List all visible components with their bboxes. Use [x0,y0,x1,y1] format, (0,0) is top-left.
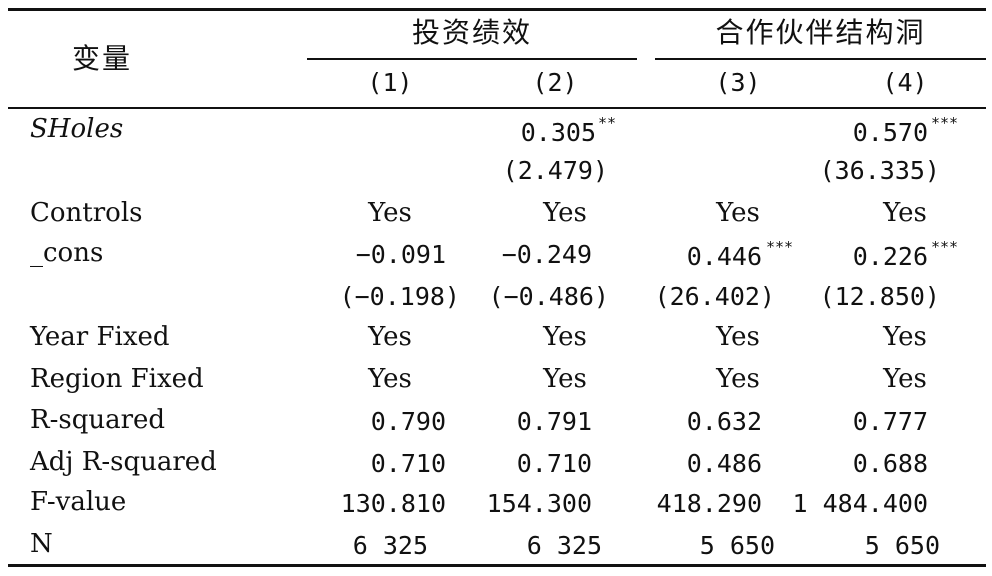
row-label-year-fixed: Year Fixed [30,322,170,352]
cell-sholes-c4: 0.570 [852,118,928,147]
cell-r-squared-c3: 0.632 [686,407,762,436]
star-cons-c4: *** [931,238,959,256]
cell-sholes-t-c2: (2.479) [502,156,608,185]
header-rule [8,107,986,109]
col-header-3: (3) [715,68,761,97]
star-sholes-c4: *** [931,114,959,132]
cell-year-fixed-c1: Yes [368,322,412,352]
cell-cons-t-c4: (12.850) [819,282,940,311]
cell-controls-c3: Yes [716,198,760,228]
cell-cons-c1: −0.091 [355,240,446,269]
cell-f-value-c1: 130.810 [340,489,446,518]
cell-adj-r-squared-c1: 0.710 [370,449,446,478]
cell-r-squared-c1: 0.790 [370,407,446,436]
cell-controls-c2: Yes [543,198,587,228]
cell-region-fixed-c3: Yes [716,364,760,394]
cell-adj-r-squared-c4: 0.688 [852,449,928,478]
row-label-sholes: SHoles [30,114,124,144]
cell-cons-c4: 0.226 [852,242,928,271]
row-label-controls: Controls [30,198,143,228]
group-header-investment-performance: 投资绩效 [411,16,532,49]
cell-f-value-c4: 1 484.400 [792,489,928,518]
cell-f-value-c2: 154.300 [486,489,592,518]
cell-r-squared-c2: 0.791 [516,407,592,436]
top-rule [8,8,986,11]
group2-rule [655,58,986,60]
cell-r-squared-c4: 0.777 [852,407,928,436]
cell-cons-t-c2: (−0.486) [488,282,609,311]
cell-controls-c1: Yes [368,198,412,228]
cell-n-c3: 5 650 [699,531,775,560]
col-header-1: (1) [367,68,413,97]
cell-controls-c4: Yes [883,198,927,228]
cell-cons-t-c1: (−0.198) [339,282,460,311]
row-label-r-squared: R-squared [30,405,166,435]
cell-cons-c2: −0.249 [501,240,592,269]
col-header-2: (2) [532,68,578,97]
cell-adj-r-squared-c3: 0.486 [686,449,762,478]
cell-year-fixed-c3: Yes [716,322,760,352]
cell-sholes-t-c4: (36.335) [819,156,940,185]
cell-sholes-c2: 0.305 [520,118,596,147]
cell-n-c2: 6 325 [526,531,602,560]
variable-header: 变量 [72,42,133,75]
star-sholes-c2: ** [598,114,617,132]
cell-region-fixed-c1: Yes [368,364,412,394]
row-label-n: N [30,529,53,559]
cell-f-value-c3: 418.290 [656,489,762,518]
cell-year-fixed-c2: Yes [543,322,587,352]
bottom-rule [8,564,986,567]
row-label-region-fixed: Region Fixed [30,364,204,394]
cell-n-c4: 5 650 [864,531,940,560]
group-header-partner-structural-holes: 合作伙伴结构洞 [715,16,926,49]
cell-region-fixed-c4: Yes [883,364,927,394]
row-label-adj-r-squared: Adj R-squared [30,447,217,477]
star-cons-c3: *** [766,238,794,256]
cell-cons-c3: 0.446 [686,242,762,271]
col-header-4: (4) [882,68,928,97]
cell-cons-t-c3: (26.402) [654,282,775,311]
row-label-f-value: F-value [30,487,127,517]
cell-year-fixed-c4: Yes [883,322,927,352]
row-label-cons: _cons [30,238,104,268]
cell-adj-r-squared-c2: 0.710 [516,449,592,478]
group1-rule [307,58,637,60]
cell-n-c1: 6 325 [352,531,428,560]
cell-region-fixed-c2: Yes [543,364,587,394]
